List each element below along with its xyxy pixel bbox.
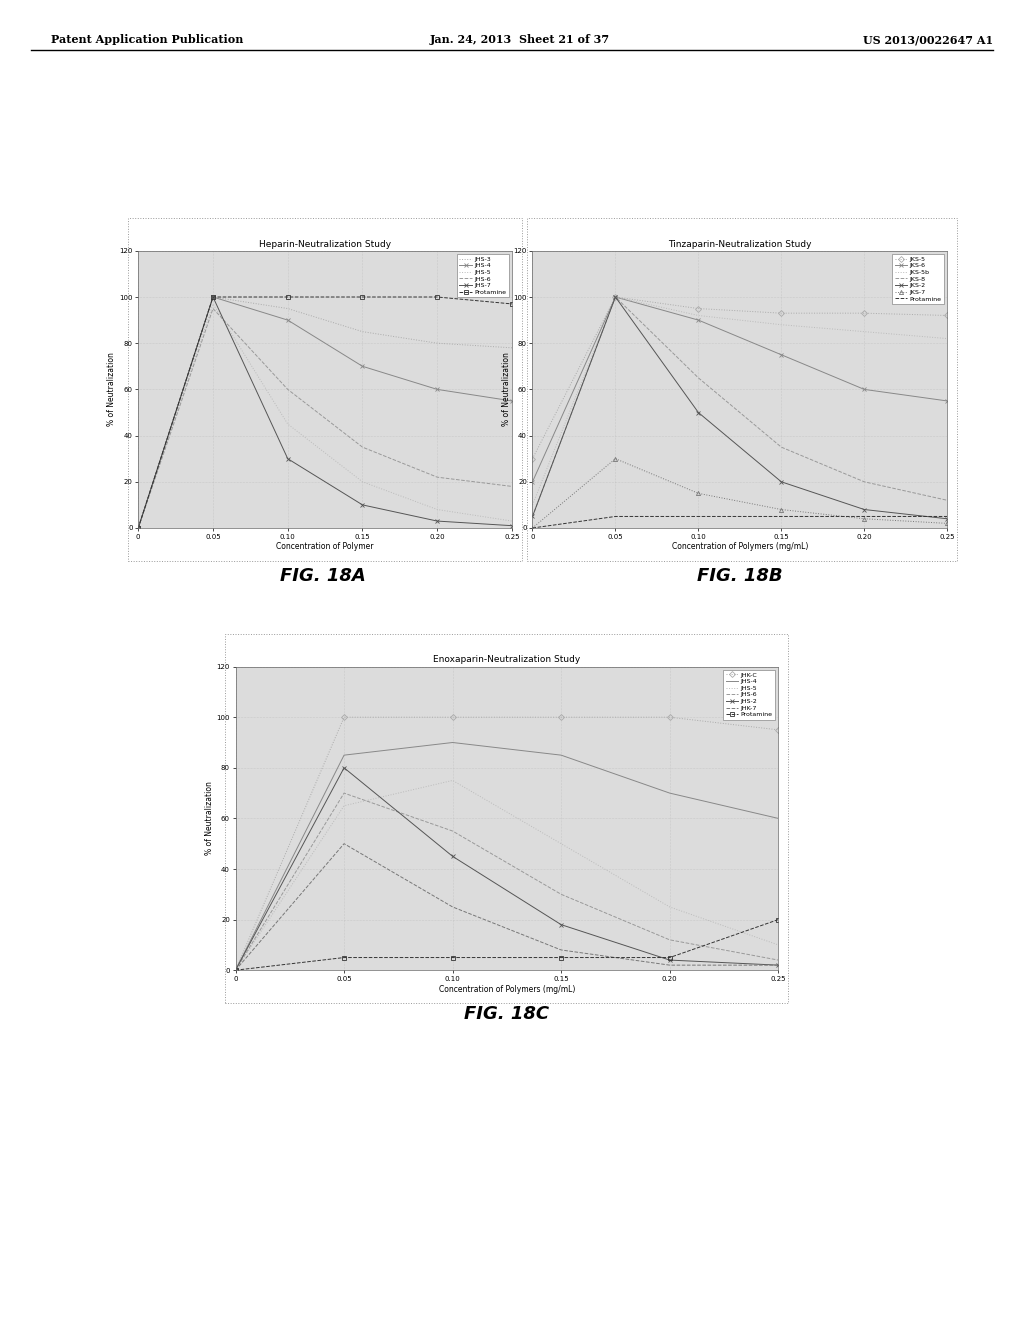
Legend: JHS-3, JHS-4, JHS-5, JHS-6, JHS-7, Protamine: JHS-3, JHS-4, JHS-5, JHS-6, JHS-7, Prota… xyxy=(457,253,509,297)
X-axis label: Concentration of Polymer: Concentration of Polymer xyxy=(276,543,374,552)
Title: Tinzaparin-Neutralization Study: Tinzaparin-Neutralization Study xyxy=(668,240,812,248)
Text: FIG. 18A: FIG. 18A xyxy=(280,566,366,585)
Text: FIG. 18B: FIG. 18B xyxy=(696,566,782,585)
Text: Patent Application Publication: Patent Application Publication xyxy=(51,34,244,45)
Legend: JKS-5, JKS-6, JKS-5b, JKS-8, JKS-2, JKS-7, Protamine: JKS-5, JKS-6, JKS-5b, JKS-8, JKS-2, JKS-… xyxy=(892,253,944,304)
Legend: JHK-C, JHS-4, JHS-5, JHS-6, JHS-2, JHK-7, Protamine: JHK-C, JHS-4, JHS-5, JHS-6, JHS-2, JHK-7… xyxy=(723,669,775,719)
X-axis label: Concentration of Polymers (mg/mL): Concentration of Polymers (mg/mL) xyxy=(672,543,808,552)
Y-axis label: % of Neutralization: % of Neutralization xyxy=(108,352,117,426)
Y-axis label: % of Neutralization: % of Neutralization xyxy=(502,352,511,426)
Text: Jan. 24, 2013  Sheet 21 of 37: Jan. 24, 2013 Sheet 21 of 37 xyxy=(430,34,610,45)
Title: Heparin-Neutralization Study: Heparin-Neutralization Study xyxy=(259,240,391,248)
X-axis label: Concentration of Polymers (mg/mL): Concentration of Polymers (mg/mL) xyxy=(438,985,575,994)
Title: Enoxaparin-Neutralization Study: Enoxaparin-Neutralization Study xyxy=(433,656,581,664)
Y-axis label: % of Neutralization: % of Neutralization xyxy=(205,781,214,855)
Text: US 2013/0022647 A1: US 2013/0022647 A1 xyxy=(863,34,993,45)
Text: FIG. 18C: FIG. 18C xyxy=(464,1005,550,1023)
